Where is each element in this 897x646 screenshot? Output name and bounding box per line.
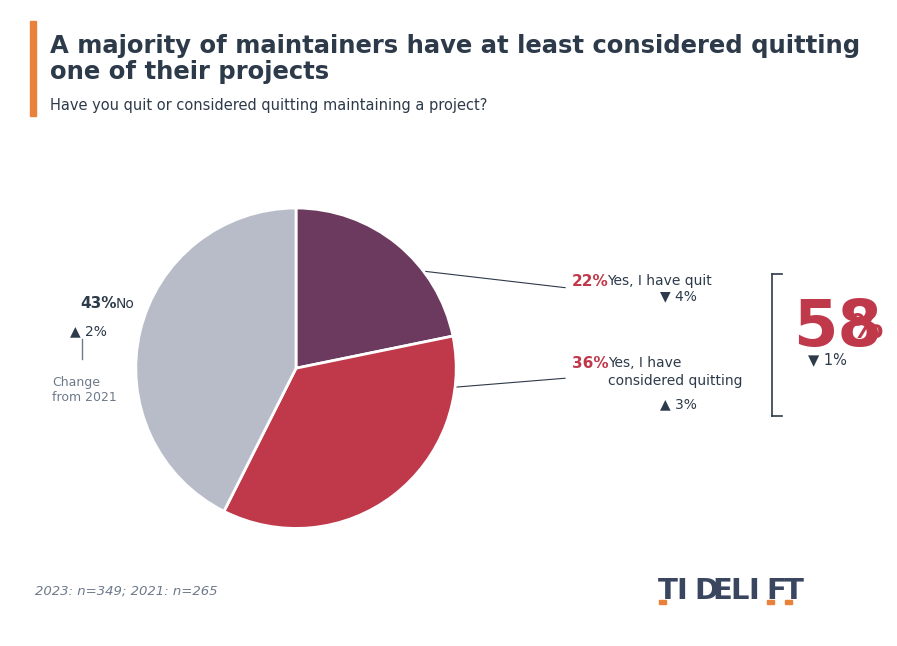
Text: D: D: [694, 577, 718, 605]
Text: 58: 58: [793, 297, 882, 359]
Bar: [30, 21, 36, 116]
Bar: [785, 600, 792, 604]
Wedge shape: [224, 336, 457, 528]
Text: from 2021: from 2021: [52, 391, 117, 404]
Bar: [767, 600, 774, 604]
Text: L: L: [730, 577, 748, 605]
Text: No: No: [116, 297, 135, 311]
Text: F: F: [766, 577, 786, 605]
Text: Yes, I have quit: Yes, I have quit: [607, 274, 711, 288]
Text: E: E: [712, 577, 732, 605]
Text: ▲ 3%: ▲ 3%: [660, 397, 697, 411]
Text: 36%: 36%: [572, 355, 609, 371]
Text: I: I: [676, 577, 687, 605]
Text: A majority of maintainers have at least considered quitting: A majority of maintainers have at least …: [50, 34, 860, 58]
Text: 43%: 43%: [80, 297, 117, 311]
Bar: [659, 600, 666, 604]
Text: ▼ 1%: ▼ 1%: [808, 353, 847, 368]
Text: Change: Change: [52, 376, 100, 389]
Text: I: I: [748, 577, 759, 605]
Wedge shape: [135, 208, 296, 511]
Text: Yes, I have: Yes, I have: [608, 356, 682, 370]
Text: Have you quit or considered quitting maintaining a project?: Have you quit or considered quitting mai…: [50, 98, 487, 113]
Text: 22%: 22%: [572, 273, 609, 289]
Text: T: T: [658, 577, 678, 605]
Text: %: %: [850, 311, 884, 344]
Text: 2023: n=349; 2021: n=265: 2023: n=349; 2021: n=265: [35, 585, 217, 598]
Text: considered quitting: considered quitting: [608, 374, 743, 388]
Text: T: T: [784, 577, 804, 605]
Text: ▼ 4%: ▼ 4%: [660, 289, 697, 303]
Wedge shape: [296, 208, 453, 368]
Text: one of their projects: one of their projects: [50, 60, 329, 84]
Text: ▲ 2%: ▲ 2%: [70, 324, 107, 338]
